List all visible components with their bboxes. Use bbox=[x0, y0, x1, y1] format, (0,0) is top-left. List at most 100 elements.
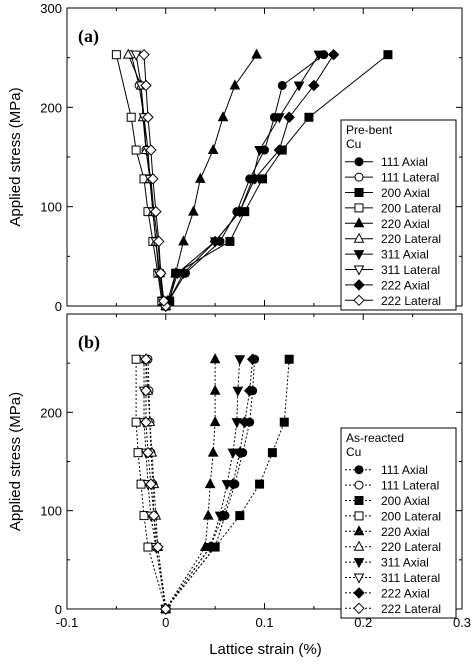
series-line bbox=[165, 359, 216, 610]
series-line bbox=[165, 54, 325, 307]
legend-box bbox=[340, 427, 457, 619]
data-point bbox=[279, 417, 289, 427]
legend-label: 111 Axial bbox=[381, 155, 428, 169]
y-tick-label: 300 bbox=[40, 1, 62, 16]
data-point bbox=[267, 448, 277, 458]
data-point bbox=[142, 446, 154, 459]
y-tick-label: 200 bbox=[40, 100, 62, 115]
legend-marker bbox=[353, 525, 365, 536]
panel-label: (a) bbox=[78, 26, 99, 47]
data-point bbox=[308, 79, 320, 92]
data-point bbox=[142, 111, 154, 123]
data-point bbox=[111, 50, 121, 60]
data-point bbox=[158, 295, 170, 307]
data-point bbox=[209, 235, 221, 248]
data-point bbox=[131, 417, 141, 427]
legend-marker bbox=[353, 250, 365, 261]
data-point bbox=[188, 205, 199, 216]
series-line bbox=[165, 54, 258, 307]
legend-marker bbox=[354, 496, 364, 505]
data-point bbox=[177, 267, 190, 279]
chart-panel-1: 0 100 200 300 Applied stress (MPa) (a) Pre-ben… bbox=[7, 1, 463, 314]
legend-marker bbox=[353, 265, 365, 276]
legend-label: 222 Lateral bbox=[381, 294, 441, 308]
legend-marker bbox=[353, 279, 365, 291]
data-point bbox=[150, 205, 162, 218]
data-point bbox=[243, 384, 256, 397]
legend-label: 311 Axial bbox=[381, 248, 429, 262]
x-tick-label: 0.3 bbox=[453, 615, 471, 630]
legend-label: 220 Lateral bbox=[381, 540, 441, 554]
data-point bbox=[126, 112, 136, 122]
legend-label: 200 Lateral bbox=[381, 201, 441, 215]
legend-label: 311 Lateral bbox=[381, 571, 440, 585]
data-point bbox=[152, 541, 164, 553]
series-line bbox=[145, 359, 167, 610]
y-tick-label: 100 bbox=[40, 504, 62, 519]
legend-label: 222 Lateral bbox=[381, 602, 441, 616]
series-line bbox=[143, 54, 167, 307]
legend-label: 200 Axial bbox=[381, 186, 430, 200]
legend-label: 111 Lateral bbox=[381, 171, 439, 185]
data-point bbox=[160, 603, 172, 615]
data-point bbox=[273, 113, 285, 124]
data-point bbox=[148, 509, 160, 522]
series-line bbox=[165, 54, 320, 307]
legend-marker bbox=[354, 172, 364, 182]
data-point bbox=[283, 111, 295, 123]
data-point bbox=[383, 50, 393, 60]
data-point bbox=[145, 144, 157, 156]
y-tick-label: 0 bbox=[55, 602, 62, 617]
data-point bbox=[229, 79, 241, 90]
data-point bbox=[217, 509, 229, 522]
data-point bbox=[235, 511, 245, 521]
data-point bbox=[207, 446, 219, 457]
y-axis-label: Applied stress (MPa) bbox=[7, 392, 24, 531]
legend-marker bbox=[353, 294, 365, 307]
data-point bbox=[131, 145, 141, 155]
legend-label: 111 Lateral bbox=[381, 479, 439, 493]
y-tick-label: 100 bbox=[40, 200, 62, 215]
data-point bbox=[145, 478, 157, 490]
legend-marker bbox=[353, 587, 365, 599]
y-tick-label: 0 bbox=[55, 299, 62, 314]
data-point bbox=[327, 48, 340, 61]
legend-marker bbox=[354, 480, 364, 490]
data-point bbox=[232, 386, 244, 397]
x-tick-label: 0 bbox=[162, 615, 169, 630]
data-point bbox=[140, 353, 152, 365]
data-point bbox=[313, 50, 325, 61]
data-point bbox=[209, 353, 221, 364]
data-point bbox=[194, 172, 206, 183]
legend-marker bbox=[353, 602, 365, 615]
legend-marker bbox=[353, 558, 365, 569]
data-point bbox=[178, 235, 189, 246]
data-point bbox=[209, 384, 221, 395]
data-point bbox=[209, 416, 221, 427]
legend-label: 311 Axial bbox=[381, 556, 429, 570]
data-point bbox=[217, 111, 229, 122]
series-220-axial bbox=[160, 353, 221, 613]
series-line bbox=[165, 359, 254, 610]
data-point bbox=[284, 354, 294, 364]
data-point bbox=[248, 173, 261, 185]
legend-marker bbox=[354, 465, 364, 475]
data-point bbox=[207, 143, 219, 155]
legend-title: Cu bbox=[346, 445, 361, 459]
series-line bbox=[165, 54, 335, 307]
x-axis-label: Lattice strain (%) bbox=[209, 641, 322, 658]
data-point bbox=[225, 236, 235, 246]
x-tick-label: -0.1 bbox=[56, 615, 78, 630]
legend-label: 200 Axial bbox=[381, 494, 430, 508]
legend-marker bbox=[354, 157, 364, 167]
data-point bbox=[204, 541, 216, 553]
data-point bbox=[273, 144, 286, 156]
legend-title: Cu bbox=[346, 137, 361, 151]
data-point bbox=[293, 81, 305, 92]
legend-marker bbox=[353, 540, 365, 551]
data-point bbox=[255, 479, 265, 489]
data-point bbox=[246, 353, 259, 365]
